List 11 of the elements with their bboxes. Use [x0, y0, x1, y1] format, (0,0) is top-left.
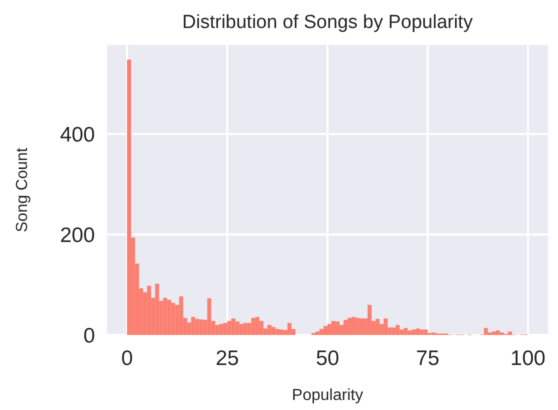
x-tick-label: 0 [121, 347, 133, 370]
x-tick-label: 75 [416, 347, 440, 370]
x-tick-label: 50 [316, 347, 340, 370]
y-tick-label: 0 [83, 324, 95, 348]
y-tick-label: 400 [60, 123, 95, 146]
y-tick-label: 200 [60, 224, 95, 247]
x-axis-title: Popularity [292, 387, 364, 404]
x-tick-label: 25 [216, 347, 239, 370]
x-tick-label: 100 [510, 347, 546, 370]
y-axis-title: Song Count [14, 147, 31, 232]
chart-title: Distribution of Songs by Popularity [182, 12, 474, 33]
